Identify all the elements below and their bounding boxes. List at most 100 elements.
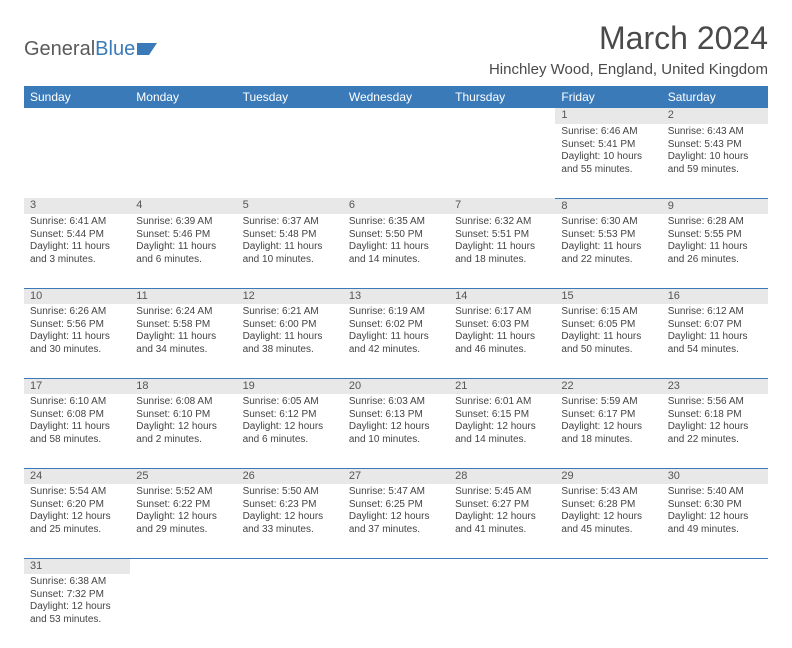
daylight-text: Daylight: 12 hours and 29 minutes.	[136, 511, 230, 536]
day-number-cell: 13	[343, 288, 449, 304]
daynum-row: 24252627282930	[24, 468, 768, 484]
daylight-text: Daylight: 11 hours and 10 minutes.	[243, 241, 337, 266]
cell-content: Sunrise: 6:15 AMSunset: 6:05 PMDaylight:…	[555, 304, 661, 360]
day-content-cell: Sunrise: 6:39 AMSunset: 5:46 PMDaylight:…	[130, 214, 236, 288]
cell-content: Sunrise: 6:28 AMSunset: 5:55 PMDaylight:…	[662, 214, 768, 270]
sunset-text: Sunset: 6:23 PM	[243, 499, 337, 512]
day-content-cell: Sunrise: 6:46 AMSunset: 5:41 PMDaylight:…	[555, 124, 661, 198]
sunset-text: Sunset: 5:46 PM	[136, 229, 230, 242]
daylight-text: Daylight: 11 hours and 22 minutes.	[561, 241, 655, 266]
sunset-text: Sunset: 6:18 PM	[668, 409, 762, 422]
day-content-cell: Sunrise: 6:19 AMSunset: 6:02 PMDaylight:…	[343, 304, 449, 378]
day-number-cell	[130, 108, 236, 124]
daylight-text: Daylight: 12 hours and 6 minutes.	[243, 421, 337, 446]
daylight-text: Daylight: 12 hours and 10 minutes.	[349, 421, 443, 446]
day-number-cell	[237, 108, 343, 124]
day-number-cell: 1	[555, 108, 661, 124]
day-number-cell: 18	[130, 378, 236, 394]
sunrise-text: Sunrise: 6:39 AM	[136, 216, 230, 229]
day-number-cell: 4	[130, 198, 236, 214]
day-content-cell	[343, 124, 449, 198]
sunset-text: Sunset: 5:44 PM	[30, 229, 124, 242]
daylight-text: Daylight: 12 hours and 2 minutes.	[136, 421, 230, 446]
day-number-cell	[449, 558, 555, 574]
day-content-cell: Sunrise: 5:56 AMSunset: 6:18 PMDaylight:…	[662, 394, 768, 468]
day-content-cell	[237, 124, 343, 198]
day-number-cell	[662, 558, 768, 574]
sunrise-text: Sunrise: 6:46 AM	[561, 126, 655, 139]
content-row: Sunrise: 6:46 AMSunset: 5:41 PMDaylight:…	[24, 124, 768, 198]
cell-content: Sunrise: 6:39 AMSunset: 5:46 PMDaylight:…	[130, 214, 236, 270]
day-number-cell	[130, 558, 236, 574]
cell-content: Sunrise: 6:43 AMSunset: 5:43 PMDaylight:…	[662, 124, 768, 180]
day-content-cell: Sunrise: 6:30 AMSunset: 5:53 PMDaylight:…	[555, 214, 661, 288]
day-content-cell: Sunrise: 6:43 AMSunset: 5:43 PMDaylight:…	[662, 124, 768, 198]
sunrise-text: Sunrise: 6:12 AM	[668, 306, 762, 319]
day-header: Saturday	[662, 86, 768, 108]
sunset-text: Sunset: 7:32 PM	[30, 589, 124, 602]
day-content-cell	[237, 574, 343, 648]
day-content-cell: Sunrise: 5:54 AMSunset: 6:20 PMDaylight:…	[24, 484, 130, 558]
day-content-cell: Sunrise: 6:28 AMSunset: 5:55 PMDaylight:…	[662, 214, 768, 288]
day-number-cell: 7	[449, 198, 555, 214]
daylight-text: Daylight: 11 hours and 38 minutes.	[243, 331, 337, 356]
sunrise-text: Sunrise: 5:45 AM	[455, 486, 549, 499]
day-number-cell: 27	[343, 468, 449, 484]
day-number-cell: 17	[24, 378, 130, 394]
cell-content: Sunrise: 5:40 AMSunset: 6:30 PMDaylight:…	[662, 484, 768, 540]
sunrise-text: Sunrise: 6:17 AM	[455, 306, 549, 319]
content-row: Sunrise: 6:41 AMSunset: 5:44 PMDaylight:…	[24, 214, 768, 288]
day-number-cell: 6	[343, 198, 449, 214]
cell-content: Sunrise: 6:46 AMSunset: 5:41 PMDaylight:…	[555, 124, 661, 180]
day-content-cell: Sunrise: 6:37 AMSunset: 5:48 PMDaylight:…	[237, 214, 343, 288]
sunrise-text: Sunrise: 6:28 AM	[668, 216, 762, 229]
day-number-cell: 28	[449, 468, 555, 484]
day-content-cell: Sunrise: 6:38 AMSunset: 7:32 PMDaylight:…	[24, 574, 130, 648]
daylight-text: Daylight: 12 hours and 22 minutes.	[668, 421, 762, 446]
sunrise-text: Sunrise: 6:41 AM	[30, 216, 124, 229]
day-content-cell: Sunrise: 6:24 AMSunset: 5:58 PMDaylight:…	[130, 304, 236, 378]
day-content-cell: Sunrise: 6:26 AMSunset: 5:56 PMDaylight:…	[24, 304, 130, 378]
daylight-text: Daylight: 11 hours and 46 minutes.	[455, 331, 549, 356]
sunrise-text: Sunrise: 5:56 AM	[668, 396, 762, 409]
day-content-cell: Sunrise: 6:05 AMSunset: 6:12 PMDaylight:…	[237, 394, 343, 468]
day-content-cell: Sunrise: 5:43 AMSunset: 6:28 PMDaylight:…	[555, 484, 661, 558]
sunrise-text: Sunrise: 5:50 AM	[243, 486, 337, 499]
sunset-text: Sunset: 6:30 PM	[668, 499, 762, 512]
sunset-text: Sunset: 5:41 PM	[561, 139, 655, 152]
sunset-text: Sunset: 5:55 PM	[668, 229, 762, 242]
daylight-text: Daylight: 11 hours and 3 minutes.	[30, 241, 124, 266]
sunrise-text: Sunrise: 5:59 AM	[561, 396, 655, 409]
day-number-cell: 12	[237, 288, 343, 304]
daylight-text: Daylight: 11 hours and 42 minutes.	[349, 331, 443, 356]
sunrise-text: Sunrise: 6:30 AM	[561, 216, 655, 229]
day-number-cell: 29	[555, 468, 661, 484]
daylight-text: Daylight: 12 hours and 41 minutes.	[455, 511, 549, 536]
cell-content: Sunrise: 6:32 AMSunset: 5:51 PMDaylight:…	[449, 214, 555, 270]
day-number-cell: 15	[555, 288, 661, 304]
daylight-text: Daylight: 11 hours and 30 minutes.	[30, 331, 124, 356]
day-number-cell: 10	[24, 288, 130, 304]
month-title: March 2024	[489, 20, 768, 57]
cell-content: Sunrise: 6:01 AMSunset: 6:15 PMDaylight:…	[449, 394, 555, 450]
day-number-cell: 23	[662, 378, 768, 394]
day-content-cell: Sunrise: 6:35 AMSunset: 5:50 PMDaylight:…	[343, 214, 449, 288]
day-content-cell: Sunrise: 6:32 AMSunset: 5:51 PMDaylight:…	[449, 214, 555, 288]
day-number-cell: 21	[449, 378, 555, 394]
day-number-cell: 25	[130, 468, 236, 484]
day-content-cell: Sunrise: 5:59 AMSunset: 6:17 PMDaylight:…	[555, 394, 661, 468]
cell-content: Sunrise: 5:59 AMSunset: 6:17 PMDaylight:…	[555, 394, 661, 450]
day-header: Sunday	[24, 86, 130, 108]
day-content-cell	[343, 574, 449, 648]
day-header: Wednesday	[343, 86, 449, 108]
sunset-text: Sunset: 6:08 PM	[30, 409, 124, 422]
sunset-text: Sunset: 6:20 PM	[30, 499, 124, 512]
logo-text-2: Blue	[95, 38, 135, 61]
daylight-text: Daylight: 12 hours and 25 minutes.	[30, 511, 124, 536]
sunset-text: Sunset: 6:02 PM	[349, 319, 443, 332]
sunrise-text: Sunrise: 6:26 AM	[30, 306, 124, 319]
day-number-cell: 14	[449, 288, 555, 304]
day-number-cell: 9	[662, 198, 768, 214]
day-content-cell: Sunrise: 5:50 AMSunset: 6:23 PMDaylight:…	[237, 484, 343, 558]
day-number-cell	[24, 108, 130, 124]
